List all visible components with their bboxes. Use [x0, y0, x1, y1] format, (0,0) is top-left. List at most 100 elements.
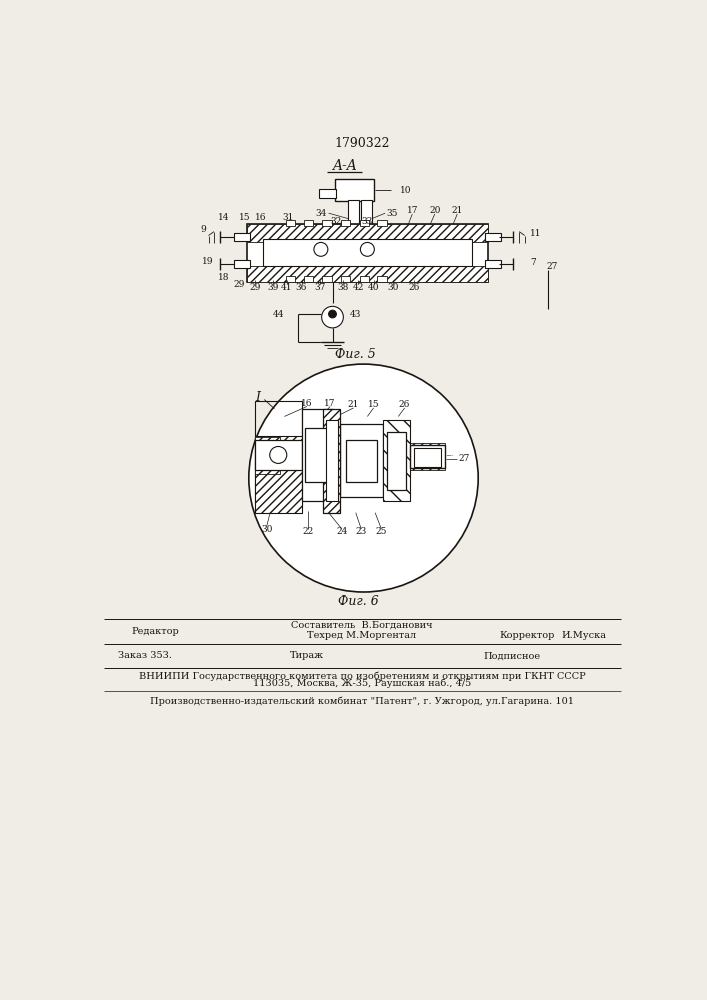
Text: И.Муска: И.Муска: [561, 631, 606, 640]
Text: 34: 34: [316, 209, 327, 218]
Bar: [360, 220, 369, 226]
Bar: [410, 445, 445, 468]
Text: 15: 15: [239, 213, 251, 222]
Bar: [322, 276, 332, 282]
Text: ВНИИПИ Государственного комитета по изобретениям и открытиям при ГКНТ СССР: ВНИИПИ Государственного комитета по изоб…: [139, 671, 585, 681]
Text: 35: 35: [387, 209, 398, 218]
Text: 17: 17: [325, 399, 336, 408]
Bar: [247, 266, 488, 282]
Bar: [361, 200, 372, 226]
Bar: [255, 437, 280, 453]
Text: 21: 21: [452, 206, 463, 215]
Text: 22: 22: [302, 527, 313, 536]
Bar: [340, 430, 383, 491]
Bar: [255, 401, 301, 505]
Text: Техред М.Моргентал: Техред М.Моргентал: [308, 631, 416, 640]
Text: 36: 36: [296, 283, 307, 292]
Text: 17: 17: [407, 206, 418, 215]
Text: 26: 26: [399, 400, 410, 409]
Bar: [410, 443, 445, 470]
Bar: [414, 448, 441, 466]
Text: Заказ 353.: Заказ 353.: [118, 651, 172, 660]
Bar: [247, 224, 488, 282]
Bar: [234, 233, 250, 241]
Text: A-A: A-A: [332, 159, 356, 173]
Text: 42: 42: [352, 283, 364, 292]
Text: 33: 33: [362, 217, 373, 226]
Bar: [255, 436, 301, 513]
Text: 29: 29: [234, 280, 245, 289]
Text: Редактор: Редактор: [131, 627, 179, 636]
Bar: [341, 276, 351, 282]
Bar: [378, 276, 387, 282]
Bar: [247, 224, 488, 242]
Bar: [485, 233, 501, 241]
Text: 16: 16: [301, 399, 312, 408]
Circle shape: [270, 446, 287, 463]
Text: 27: 27: [459, 454, 470, 463]
Bar: [335, 179, 373, 201]
Bar: [322, 220, 332, 226]
Bar: [301, 416, 332, 493]
Text: 11: 11: [530, 229, 542, 238]
Text: 29: 29: [250, 283, 261, 292]
Bar: [323, 409, 340, 513]
Text: 41: 41: [281, 283, 293, 292]
Text: 40: 40: [368, 283, 380, 292]
Text: 14: 14: [218, 213, 230, 222]
Text: 39: 39: [267, 283, 279, 292]
Bar: [301, 409, 332, 501]
Text: 43: 43: [349, 310, 361, 319]
Text: Подписное: Подписное: [484, 651, 541, 660]
Text: 19: 19: [202, 257, 214, 266]
Text: 9: 9: [200, 225, 206, 234]
Text: 18: 18: [218, 273, 230, 282]
Text: 25: 25: [375, 527, 387, 536]
Bar: [234, 260, 250, 268]
Bar: [304, 220, 313, 226]
Text: 44: 44: [273, 310, 284, 319]
Text: 24: 24: [336, 527, 347, 536]
Text: 32: 32: [331, 217, 342, 226]
Bar: [304, 276, 313, 282]
Circle shape: [249, 364, 478, 592]
Text: Производственно-издательский комбинат "Патент", г. Ужгород, ул.Гагарина. 101: Производственно-издательский комбинат "П…: [150, 697, 574, 706]
Bar: [348, 200, 359, 226]
Bar: [286, 276, 296, 282]
Text: 26: 26: [408, 283, 419, 292]
Circle shape: [314, 242, 328, 256]
Text: 38: 38: [337, 283, 349, 292]
Bar: [255, 459, 280, 474]
Text: 31: 31: [283, 213, 294, 222]
Text: Фиг. 5: Фиг. 5: [335, 348, 376, 361]
Circle shape: [361, 242, 374, 256]
Bar: [341, 220, 351, 226]
Text: 37: 37: [315, 283, 326, 292]
Text: 1790322: 1790322: [334, 137, 390, 150]
Bar: [305, 428, 329, 482]
Text: 27: 27: [546, 262, 558, 271]
Bar: [485, 260, 501, 268]
Text: 21: 21: [348, 400, 359, 409]
Text: 20: 20: [429, 206, 440, 215]
Bar: [383, 420, 410, 501]
Text: 30: 30: [387, 283, 399, 292]
Text: Тираж: Тираж: [290, 651, 324, 660]
Bar: [286, 220, 296, 226]
Bar: [323, 409, 340, 513]
Text: 30: 30: [261, 525, 272, 534]
Bar: [320, 189, 337, 198]
Circle shape: [329, 310, 337, 318]
Text: Корректор: Корректор: [499, 631, 554, 640]
Bar: [255, 440, 301, 470]
Text: 16: 16: [255, 213, 266, 222]
Bar: [378, 220, 387, 226]
Circle shape: [322, 306, 344, 328]
Text: 23: 23: [356, 527, 367, 536]
Bar: [387, 432, 406, 490]
Bar: [340, 424, 383, 497]
Text: Составитель  В.Богданович: Составитель В.Богданович: [291, 621, 433, 630]
Bar: [346, 440, 378, 482]
Bar: [360, 276, 369, 282]
Text: 7: 7: [530, 258, 536, 267]
